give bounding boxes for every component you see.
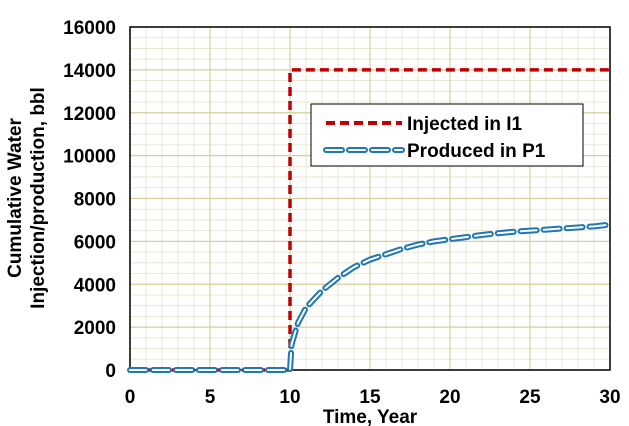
x-tick-labels: 0 5 10 15 20 25 30 — [125, 387, 621, 408]
y-tick-labels: 0 2000 4000 6000 8000 10000 12000 14000 16000 — [63, 18, 116, 382]
legend-box — [310, 103, 584, 167]
legend-label-produced: Produced in P1 — [407, 141, 546, 162]
x-tick-label: 0 — [125, 387, 136, 408]
x-tick-label: 25 — [519, 387, 541, 408]
y-tick-label: 14000 — [63, 61, 116, 82]
y-tick-label: 16000 — [63, 18, 116, 39]
x-tick-label: 10 — [279, 387, 300, 408]
y-axis-title-line1: Cumulative Water — [5, 118, 26, 278]
x-tick-label: 15 — [359, 387, 381, 408]
x-axis-title: Time, Year — [323, 407, 418, 426]
plot-area — [129, 26, 611, 371]
series-line-produced-core — [129, 223, 611, 371]
y-tick-label: 2000 — [74, 318, 116, 339]
y-tick-label: 8000 — [74, 190, 116, 211]
y-tick-label: 12000 — [63, 104, 116, 125]
x-tick-label: 30 — [599, 387, 620, 408]
legend: Injected in I1 Produced in P1 — [310, 103, 584, 167]
major-grid — [129, 26, 611, 371]
legend-label-injected: Injected in I1 — [407, 114, 523, 135]
x-tick-label: 5 — [205, 387, 216, 408]
y-tick-label: 10000 — [63, 147, 116, 168]
y-axis-title-line2: Injection/production, bbl — [28, 87, 49, 309]
x-tick-label: 20 — [439, 387, 460, 408]
y-tick-label: 4000 — [74, 275, 116, 296]
series-line-injected — [130, 68, 610, 372]
y-tick-label: 0 — [105, 361, 116, 382]
series-layer — [127, 68, 613, 373]
y-tick-label: 6000 — [74, 232, 116, 253]
